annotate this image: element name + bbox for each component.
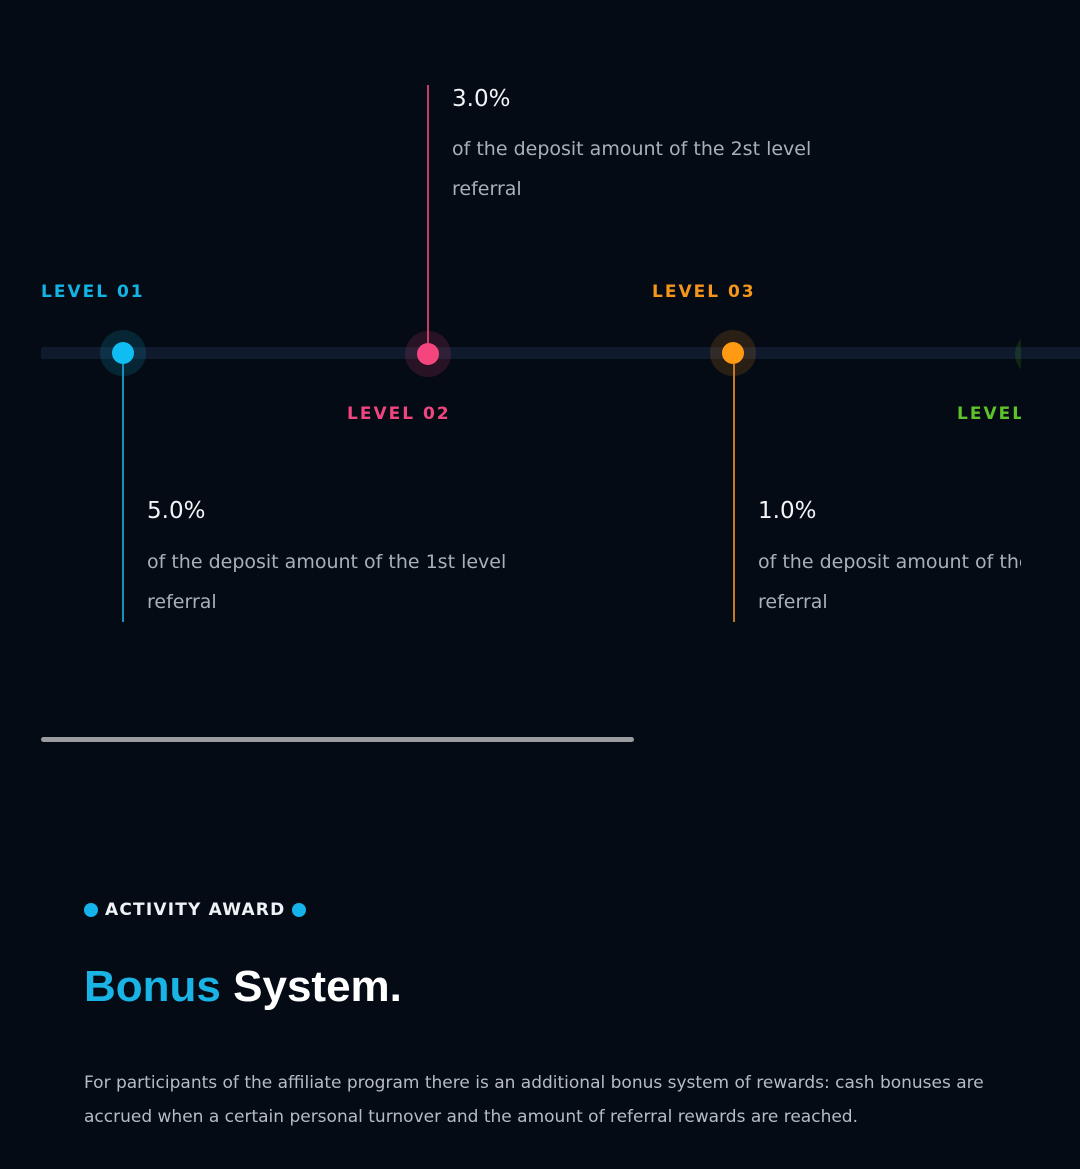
- section-headline: Bonus System.: [84, 962, 402, 1012]
- level-03-description: of the deposit amount of the 3rd level r…: [758, 551, 1021, 613]
- bullet-dot-icon: [292, 903, 307, 917]
- level-01-percent: 5.0%: [147, 498, 206, 524]
- headline-accent: Bonus: [84, 962, 221, 1011]
- level-04-node: [1015, 331, 1021, 377]
- level-03-percent: 1.0%: [758, 498, 817, 524]
- level-02-title: LEVEL 02: [347, 404, 451, 424]
- timeline-track-tail: [1021, 347, 1080, 359]
- level-02-description: of the deposit amount of the 2st level r…: [452, 138, 812, 200]
- level-timeline[interactable]: LEVEL 01 5.0% of the deposit amount of t…: [0, 0, 1021, 700]
- level-03-connector: [733, 364, 735, 622]
- level-02-node: [405, 331, 451, 377]
- timeline-scrollbar[interactable]: [41, 737, 634, 742]
- eyebrow-label: ACTIVITY AWARD: [105, 900, 286, 920]
- level-03-title: LEVEL 03: [652, 282, 756, 302]
- headline-rest: System.: [233, 962, 402, 1011]
- timeline-track: [41, 347, 1021, 359]
- level-02-connector: [427, 85, 429, 343]
- bullet-dot-icon: [84, 903, 98, 917]
- level-01-title: LEVEL 01: [41, 282, 145, 302]
- section-description: For participants of the affiliate progra…: [84, 1073, 984, 1127]
- level-04-title: LEVEL 04: [957, 404, 1021, 424]
- level-02-percent: 3.0%: [452, 86, 511, 112]
- level-01-description: of the deposit amount of the 1st level r…: [147, 551, 507, 613]
- activity-award-eyebrow: ACTIVITY AWARD: [84, 898, 307, 922]
- level-01-connector: [122, 364, 124, 622]
